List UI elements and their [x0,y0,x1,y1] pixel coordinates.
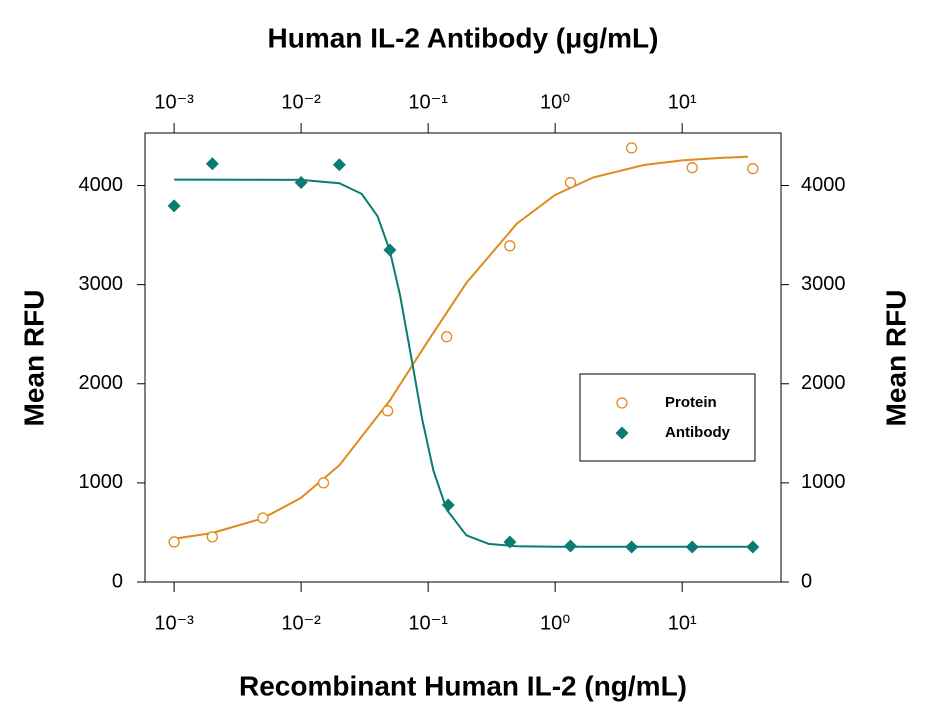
data-point [441,498,455,512]
data-point [504,240,516,252]
y-tick-label: 3000 [79,273,124,295]
data-point [206,531,218,543]
x2-tick-label: 10⁻² [281,91,321,113]
plot-frame [144,132,782,583]
y2-tick-label: 1000 [801,471,846,493]
fit-curve [173,155,749,540]
x2-tick-label: 10⁻³ [154,91,194,113]
x-tick-label: 10⁻¹ [408,612,448,634]
data-point [563,539,577,553]
data-point [317,477,330,489]
data-point [332,158,346,172]
legend-marker [615,426,629,440]
data-point [747,163,759,175]
legend-label: Antibody [665,424,731,441]
y2-tick-label: 3000 [801,273,846,295]
y-tick-label: 2000 [79,372,124,394]
x-tick-label: 10¹ [668,612,697,634]
x-tick-label: 10⁻² [281,612,321,634]
legend-marker [616,397,628,409]
data-point [441,331,453,343]
data-point [564,176,577,189]
data-point [625,540,639,554]
data-point [383,243,397,257]
legend-box [579,373,756,462]
y2-axis-label: Mean RFU [880,290,911,427]
x2-tick-label: 10⁰ [540,91,570,113]
y2-tick-label: 4000 [801,174,846,196]
y-tick-label: 0 [112,570,123,592]
y-axis-label: Mean RFU [18,290,49,427]
x2-tick-label: 10⁻¹ [408,91,448,113]
y2-tick-label: 2000 [801,372,846,394]
data-point [503,535,517,549]
data-point [625,142,638,154]
fit-curve [174,178,749,548]
chart-title: Human IL-2 Antibody (μg/mL) [268,22,659,53]
x-tick-label: 10⁻³ [154,612,194,634]
y-tick-label: 1000 [79,471,124,493]
data-point [257,512,269,524]
x-tick-label: 10⁰ [540,612,570,634]
y-tick-label: 4000 [79,174,124,196]
data-point [686,162,698,174]
data-point [685,540,699,554]
data-point [746,540,760,554]
data-point [167,199,181,213]
x-axis-label: Recombinant Human IL-2 (ng/mL) [239,670,687,701]
data-point [381,405,394,417]
data-point [294,176,308,190]
data-point [205,157,219,171]
data-point [168,536,180,548]
legend-label: Protein [665,394,717,411]
y2-tick-label: 0 [801,570,812,592]
x2-tick-label: 10¹ [668,91,697,113]
